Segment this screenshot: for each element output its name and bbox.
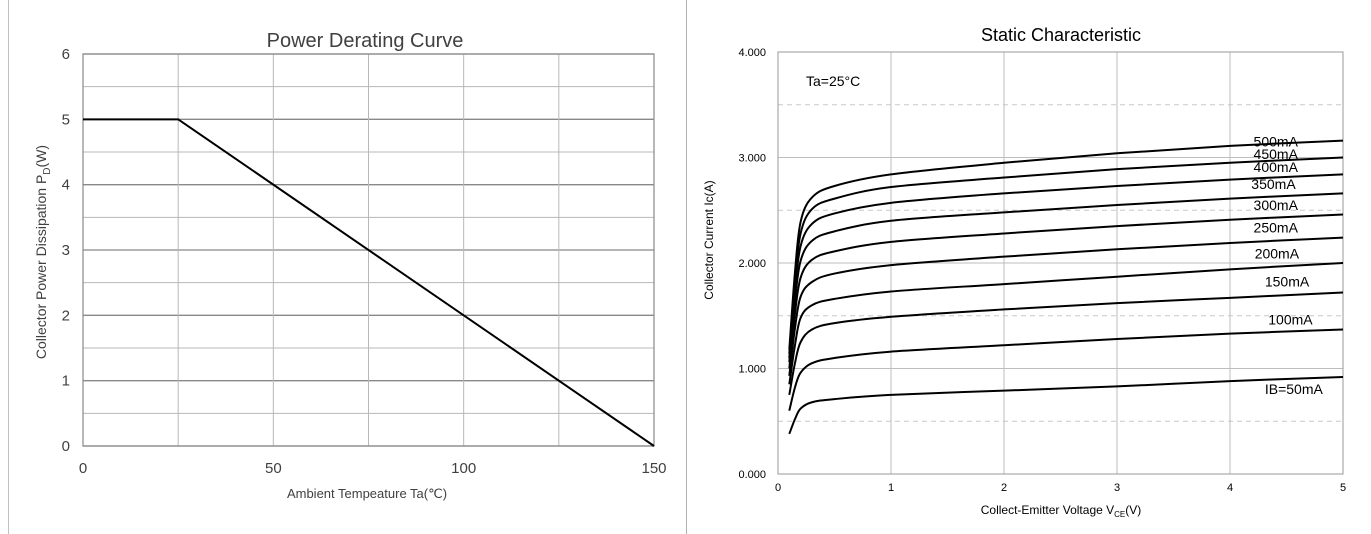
power-derating-chart: 0 50 100 150 0 1 2 3 4 5 6 Power Derating Curve Am… [33, 30, 667, 501]
c2-y-axis-label-group: Collector Current Ic(A) [702, 180, 716, 299]
c2-grid [777, 51, 1344, 475]
c1-y-tick-label: 3 [62, 242, 70, 259]
panel-divider [686, 0, 687, 534]
c1-derating-line [83, 118, 655, 447]
c2-x-tick-label: 3 [1114, 482, 1120, 494]
static-characteristic-chart: 0 1 2 3 4 5 0.000 1.000 2.000 3.000 4.000 IB=50mA 1… [702, 25, 1346, 519]
c2-x-axis-label: Collect-Emitter Voltage VCE(V) [981, 503, 1142, 519]
c2-xlabel-sub: CE [1114, 510, 1125, 519]
c2-series-curve [788, 236, 1344, 377]
c2-series-label: 300mA [1254, 197, 1299, 213]
c2-ticks: 0 1 2 3 4 5 0.000 1.000 2.000 3.000 4.000 [738, 47, 1346, 494]
c1-ylabel-unit: (W) [33, 145, 49, 168]
c2-y-tick-label: 0.000 [738, 469, 766, 481]
c2-series-curve [788, 328, 1344, 411]
c2-x-tick-label: 2 [1001, 482, 1007, 494]
c2-annotation: Ta=25°C [806, 73, 860, 89]
c1-x-tick-label: 50 [265, 460, 282, 477]
c2-y-tick-label: 3.000 [738, 153, 766, 165]
c2-y-tick-label: 2.000 [738, 258, 766, 270]
c1-y-tick-label: 6 [62, 46, 70, 63]
c1-y-axis-label: Collector Power Dissipation PD(W) [33, 145, 53, 359]
c2-x-tick-label: 1 [888, 482, 894, 494]
c1-y-tick-label: 5 [62, 111, 70, 128]
c1-x-tick-label: 0 [79, 460, 87, 477]
c2-series-label: 350mA [1251, 176, 1296, 192]
c1-title: Power Derating Curve [267, 30, 464, 52]
c1-plot-frame [82, 53, 655, 447]
c2-series [788, 139, 1344, 435]
c1-y-tick-label: 2 [62, 307, 70, 324]
c2-title: Static Characteristic [981, 25, 1141, 45]
c1-x-axis-label: Ambient Tempeature Ta(℃) [287, 486, 447, 501]
c2-x-tick-label: 4 [1227, 482, 1233, 494]
c2-series-curve [788, 192, 1344, 363]
c1-y-tick-label: 1 [62, 373, 70, 390]
c1-y-tick-label: 4 [62, 177, 70, 194]
c1-y-tick-label: 0 [62, 438, 70, 455]
c2-series-curve [788, 173, 1344, 359]
c1-x-tick-label: 150 [641, 460, 666, 477]
c1-ylabel-main: Collector Power Dissipation P [33, 175, 49, 359]
c2-series-curve [788, 139, 1344, 350]
c2-y-tick-label: 1.000 [738, 364, 766, 376]
c1-series [83, 118, 655, 447]
c2-series-label: 100mA [1268, 312, 1313, 328]
c2-y-tick-label: 4.000 [738, 47, 766, 59]
c2-series-label: 400mA [1254, 159, 1299, 175]
c2-series-label: 500mA [1254, 133, 1299, 149]
c2-series-label: 250mA [1254, 219, 1299, 235]
c2-series-labels: IB=50mA 100mA 150mA 200mA 250mA 300mA 350mA400… [1251, 133, 1323, 397]
c2-series-curve [788, 213, 1344, 369]
c2-x-tick-label: 0 [775, 482, 781, 494]
c2-series-label: IB=50mA [1265, 381, 1324, 397]
c2-x-tick-label: 5 [1340, 482, 1346, 494]
c2-series-curve [788, 156, 1344, 354]
c2-series-curve [788, 291, 1344, 396]
c2-series-curve [788, 262, 1344, 385]
c2-series-label: 150mA [1265, 274, 1310, 290]
panel-border [8, 0, 9, 534]
c1-ticks: 0 50 100 150 0 1 2 3 4 5 6 [62, 46, 667, 477]
c1-ylabel-sub: D [42, 167, 53, 174]
c1-y-axis-label-text: Collector Power Dissipation PD(W) [33, 145, 53, 359]
c2-series-curve [788, 375, 1344, 435]
c2-xlabel-main: Collect-Emitter Voltage V [981, 503, 1114, 517]
c1-x-tick-label: 100 [451, 460, 476, 477]
c2-xlabel-unit: (V) [1125, 503, 1141, 517]
c2-y-axis-label: Collector Current Ic(A) [702, 180, 716, 299]
c2-series-label: 450mA [1254, 146, 1299, 162]
c2-series-label: 200mA [1255, 246, 1300, 262]
